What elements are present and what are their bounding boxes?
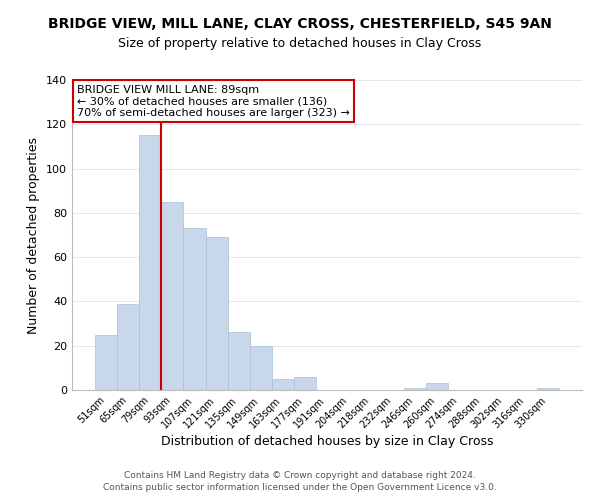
Text: Size of property relative to detached houses in Clay Cross: Size of property relative to detached ho… [118, 38, 482, 51]
Bar [184, 228, 206, 390]
Bar [117, 304, 139, 390]
Y-axis label: Number of detached properties: Number of detached properties [28, 136, 40, 334]
Text: BRIDGE VIEW, MILL LANE, CLAY CROSS, CHESTERFIELD, S45 9AN: BRIDGE VIEW, MILL LANE, CLAY CROSS, CHES… [48, 18, 552, 32]
Bar [250, 346, 272, 390]
Text: Contains HM Land Registry data © Crown copyright and database right 2024.: Contains HM Land Registry data © Crown c… [124, 471, 476, 480]
Bar [161, 202, 184, 390]
Bar [227, 332, 250, 390]
X-axis label: Distribution of detached houses by size in Clay Cross: Distribution of detached houses by size … [161, 436, 493, 448]
Bar [95, 334, 117, 390]
Bar [272, 379, 294, 390]
Bar [294, 376, 316, 390]
Text: Contains public sector information licensed under the Open Government Licence v3: Contains public sector information licen… [103, 484, 497, 492]
Bar [537, 388, 559, 390]
Bar [404, 388, 427, 390]
Bar [427, 384, 448, 390]
Bar [206, 237, 227, 390]
Bar [139, 136, 161, 390]
Text: BRIDGE VIEW MILL LANE: 89sqm
← 30% of detached houses are smaller (136)
70% of s: BRIDGE VIEW MILL LANE: 89sqm ← 30% of de… [77, 84, 350, 118]
